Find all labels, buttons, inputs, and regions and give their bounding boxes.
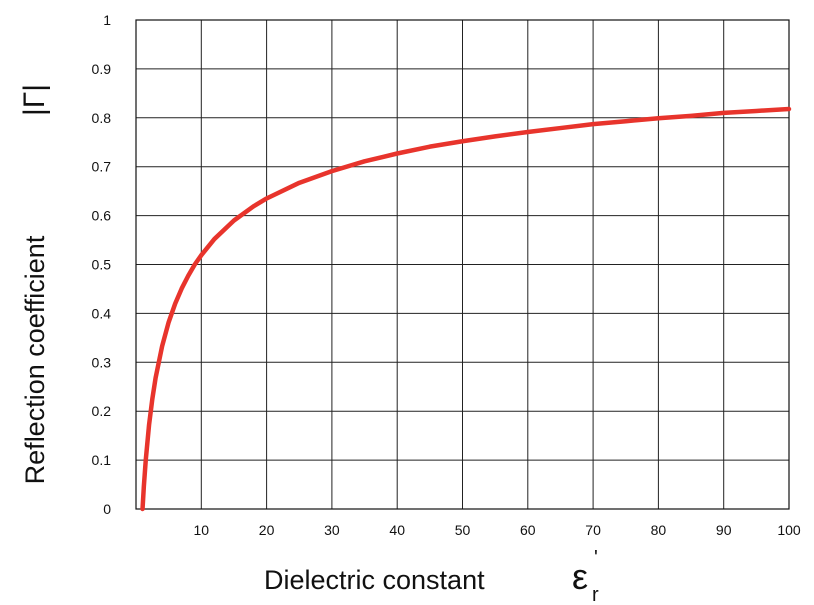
y-tick-label: 0.1 bbox=[92, 452, 112, 468]
y-tick-label: 0.2 bbox=[92, 403, 112, 419]
y-tick-label: 0.8 bbox=[92, 110, 112, 126]
x-axis-symbol-subscript: r bbox=[592, 584, 599, 605]
x-tick-label: 50 bbox=[455, 522, 471, 538]
grid bbox=[136, 19, 790, 510]
y-tick-label: 0.7 bbox=[92, 159, 112, 175]
y-tick-label: 1 bbox=[103, 12, 111, 28]
x-tick-labels: 10 20 30 40 50 60 70 80 90 100 bbox=[194, 522, 801, 538]
x-axis-symbol: ε bbox=[572, 556, 588, 597]
x-axis-symbol-superscript: ' bbox=[594, 547, 598, 569]
x-tick-label: 90 bbox=[716, 522, 732, 538]
reflection-curve bbox=[140, 106, 792, 512]
x-tick-label: 10 bbox=[194, 522, 210, 538]
y-tick-label: 0 bbox=[103, 501, 111, 517]
y-tick-label: 0.3 bbox=[92, 354, 112, 370]
plot-frame bbox=[135, 19, 790, 510]
x-tick-label: 100 bbox=[777, 522, 801, 538]
x-tick-label: 30 bbox=[324, 522, 340, 538]
x-tick-label: 60 bbox=[520, 522, 536, 538]
x-tick-label: 20 bbox=[259, 522, 275, 538]
y-tick-label: 0.9 bbox=[92, 61, 112, 77]
y-tick-label: 0.5 bbox=[92, 257, 112, 273]
x-tick-label: 80 bbox=[651, 522, 667, 538]
y-tick-labels: 0 0.1 0.2 0.3 0.4 0.5 0.6 0.7 0.8 0.9 1 bbox=[92, 12, 112, 517]
y-tick-label: 0.4 bbox=[92, 305, 112, 321]
y-axis-symbol: |Γ| bbox=[18, 84, 51, 116]
x-tick-label: 70 bbox=[585, 522, 601, 538]
x-tick-label: 40 bbox=[389, 522, 405, 538]
y-axis-title: Reflection coefficient bbox=[20, 235, 50, 484]
x-axis-title: Dielectric constant bbox=[264, 565, 485, 595]
y-tick-label: 0.6 bbox=[92, 208, 112, 224]
